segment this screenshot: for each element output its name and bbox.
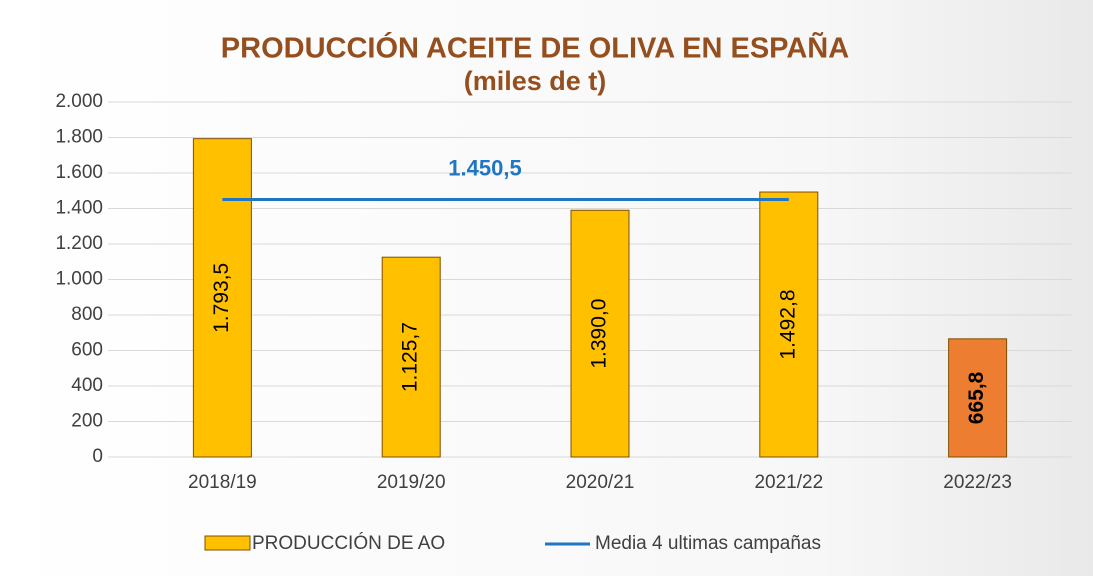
data-label: 1.125,7 xyxy=(399,322,422,392)
y-tick-label: 600 xyxy=(71,340,103,361)
y-tick-label: 1.600 xyxy=(55,162,103,183)
y-tick-label: 1.000 xyxy=(55,269,103,290)
x-tick-label: 2018/19 xyxy=(188,472,257,493)
x-tick-label: 2021/22 xyxy=(754,472,823,493)
y-tick-label: 1.800 xyxy=(55,127,103,148)
legend-swatch xyxy=(204,535,251,551)
y-tick-label: 0 xyxy=(92,446,103,467)
x-tick-label: 2020/21 xyxy=(566,472,635,493)
chart-title: PRODUCCIÓN ACEITE DE OLIVA EN ESPAÑA xyxy=(221,31,849,65)
data-label: 1.390,0 xyxy=(588,299,611,369)
legend-label: Media 4 ultimas campañas xyxy=(595,533,821,554)
bar xyxy=(570,209,630,458)
y-tick-label: 2.000 xyxy=(55,91,103,112)
y-tick-label: 1.200 xyxy=(55,233,103,254)
y-tick-label: 200 xyxy=(71,411,103,432)
y-tick-label: 400 xyxy=(71,375,103,396)
bar xyxy=(192,138,252,458)
bar xyxy=(381,256,441,458)
y-tick-label: 1.400 xyxy=(55,198,103,219)
data-label: 665,8 xyxy=(965,371,988,424)
legend-label: PRODUCCIÓN DE AO xyxy=(252,532,445,554)
x-tick-label: 2019/20 xyxy=(377,472,446,493)
bar xyxy=(759,191,819,458)
data-label: 1.492,8 xyxy=(776,289,799,359)
y-tick-label: 800 xyxy=(71,304,103,325)
chart-subtitle: (miles de t) xyxy=(464,66,607,96)
x-tick-label: 2022/23 xyxy=(943,472,1012,493)
annotation: 1.450,5 xyxy=(448,155,521,180)
bar xyxy=(948,338,1008,458)
data-label: 1.793,5 xyxy=(210,263,233,333)
